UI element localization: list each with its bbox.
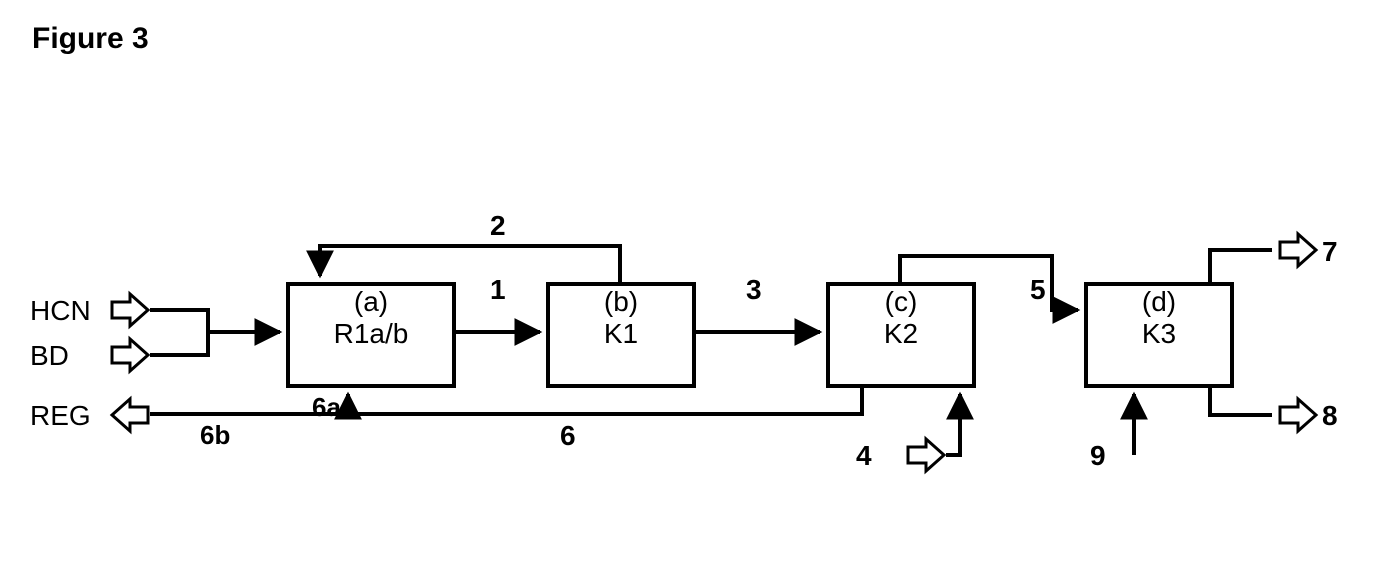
- label-8: 8: [1322, 400, 1338, 432]
- label-7: 7: [1322, 236, 1338, 268]
- input-label-hcn: HCN: [30, 295, 91, 327]
- label-3: 3: [746, 274, 762, 306]
- label-6: 6: [560, 420, 576, 452]
- block-a: (a) R1a/b: [286, 282, 456, 388]
- block-b-line1: (b): [550, 286, 692, 318]
- label-5: 5: [1030, 274, 1046, 306]
- block-d-line2: K3: [1088, 318, 1230, 350]
- label-1: 1: [490, 274, 506, 306]
- block-a-line1: (a): [290, 286, 452, 318]
- block-b: (b) K1: [546, 282, 696, 388]
- output-label-reg: REG: [30, 400, 91, 432]
- label-9: 9: [1090, 440, 1106, 472]
- label-2: 2: [490, 210, 506, 242]
- block-d-line1: (d): [1088, 286, 1230, 318]
- block-b-line2: K1: [550, 318, 692, 350]
- block-c: (c) K2: [826, 282, 976, 388]
- block-d: (d) K3: [1084, 282, 1234, 388]
- figure-title: Figure 3: [32, 22, 149, 56]
- block-c-line1: (c): [830, 286, 972, 318]
- input-label-bd: BD: [30, 340, 69, 372]
- block-a-line2: R1a/b: [290, 318, 452, 350]
- label-6a: 6a: [312, 392, 341, 423]
- block-c-line2: K2: [830, 318, 972, 350]
- label-4: 4: [856, 440, 872, 472]
- label-6b: 6b: [200, 420, 230, 451]
